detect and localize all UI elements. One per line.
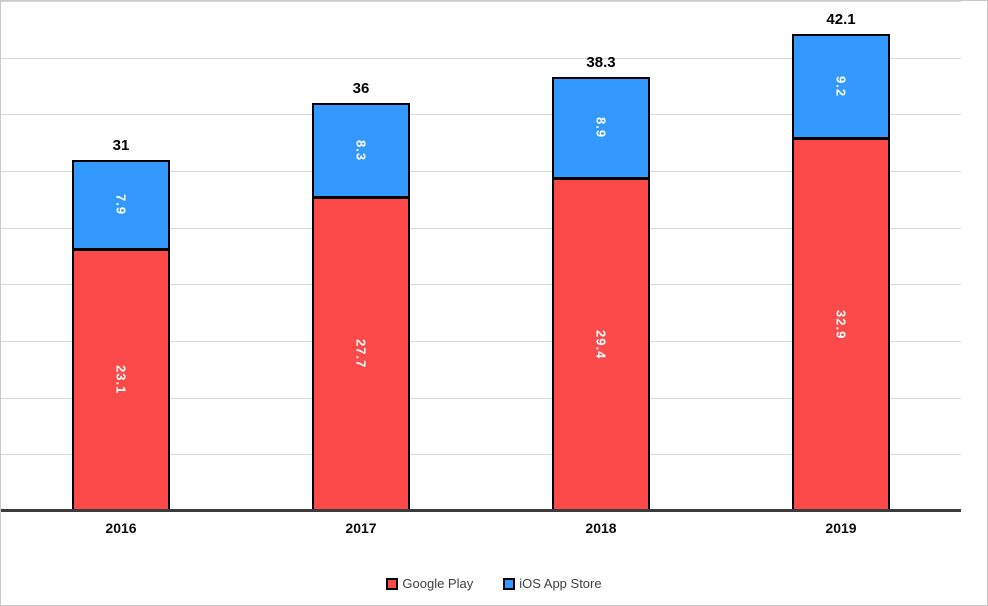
bar-segment-google-play-2018: 29.4: [554, 179, 648, 509]
bar-2016: 7.9 23.1 31: [72, 137, 170, 511]
bar-segment-google-play-2017: 27.7: [314, 199, 408, 509]
bar-segment-ios-app-store-2017: 8.3: [314, 105, 408, 200]
gridline-y-45: [1, 1, 961, 2]
bar-segment-ios-app-store-2019: 9.2: [794, 35, 888, 141]
bar-total-label-2017: 36: [352, 80, 370, 97]
bar-segment-google-play-2016: 23.1: [74, 251, 168, 509]
x-axis-label-2019: 2019: [825, 520, 857, 536]
bar-2017: 8.3 27.7 36: [312, 80, 410, 511]
bar-value-label-ios-app-store-2019: 9.2: [833, 75, 849, 98]
bar-value-label-google-play-2017: 27.7: [353, 339, 369, 369]
x-axis-label-2017: 2017: [345, 520, 377, 536]
gridline-y-20: [1, 284, 961, 286]
bar-2019: 9.2 32.9 42.1: [792, 11, 890, 511]
gridline-y-5: [1, 454, 961, 456]
bar-value-label-ios-app-store-2018: 8.9: [593, 117, 609, 139]
legend-item-google-play: Google Play: [386, 576, 473, 591]
gridline-y-30: [1, 171, 961, 172]
x-axis-label-2018: 2018: [585, 520, 617, 536]
bar-segment-ios-app-store-2016: 7.9: [74, 161, 168, 252]
bar-segment-google-play-2019: 32.9: [794, 140, 888, 509]
legend-swatch-google-play: [386, 577, 399, 590]
legend-swatch-ios-app-store: [503, 577, 516, 590]
bar-2018: 8.9 29.4 38.3: [552, 54, 650, 511]
bar-value-label-google-play-2018: 29.4: [593, 329, 609, 360]
bar-value-label-google-play-2019: 32.9: [833, 309, 849, 340]
bar-total-label-2018: 38.3: [586, 53, 616, 71]
legend-label-ios-app-store: iOS App Store: [519, 576, 602, 591]
gridline-y-15: [1, 341, 961, 342]
gridline-y-40: [1, 57, 961, 59]
bar-value-label-ios-app-store-2016: 7.9: [113, 194, 129, 216]
legend-label-google-play: Google Play: [402, 576, 474, 591]
plot-area: 7.9 23.1 31 8.3 27.7 36 8.9 29.4 38.3 9.2 32.9 42.1: [1, 1, 961, 512]
bar-total-label-2016: 31: [112, 136, 130, 154]
x-axis-label-2016: 2016: [105, 520, 137, 536]
gridline-y-10: [1, 397, 961, 399]
bar-value-label-ios-app-store-2017: 8.3: [353, 139, 369, 162]
bar-value-label-google-play-2016: 23.1: [113, 365, 129, 395]
x-axis-line: [1, 509, 961, 512]
gridline-y-35: [1, 114, 961, 116]
bar-segment-ios-app-store-2018: 8.9: [554, 78, 648, 180]
bar-total-label-2019: 42.1: [826, 10, 856, 28]
gridline-y-25: [1, 227, 961, 229]
legend: Google Play iOS App Store: [1, 576, 987, 591]
legend-item-ios-app-store: iOS App Store: [503, 576, 602, 591]
